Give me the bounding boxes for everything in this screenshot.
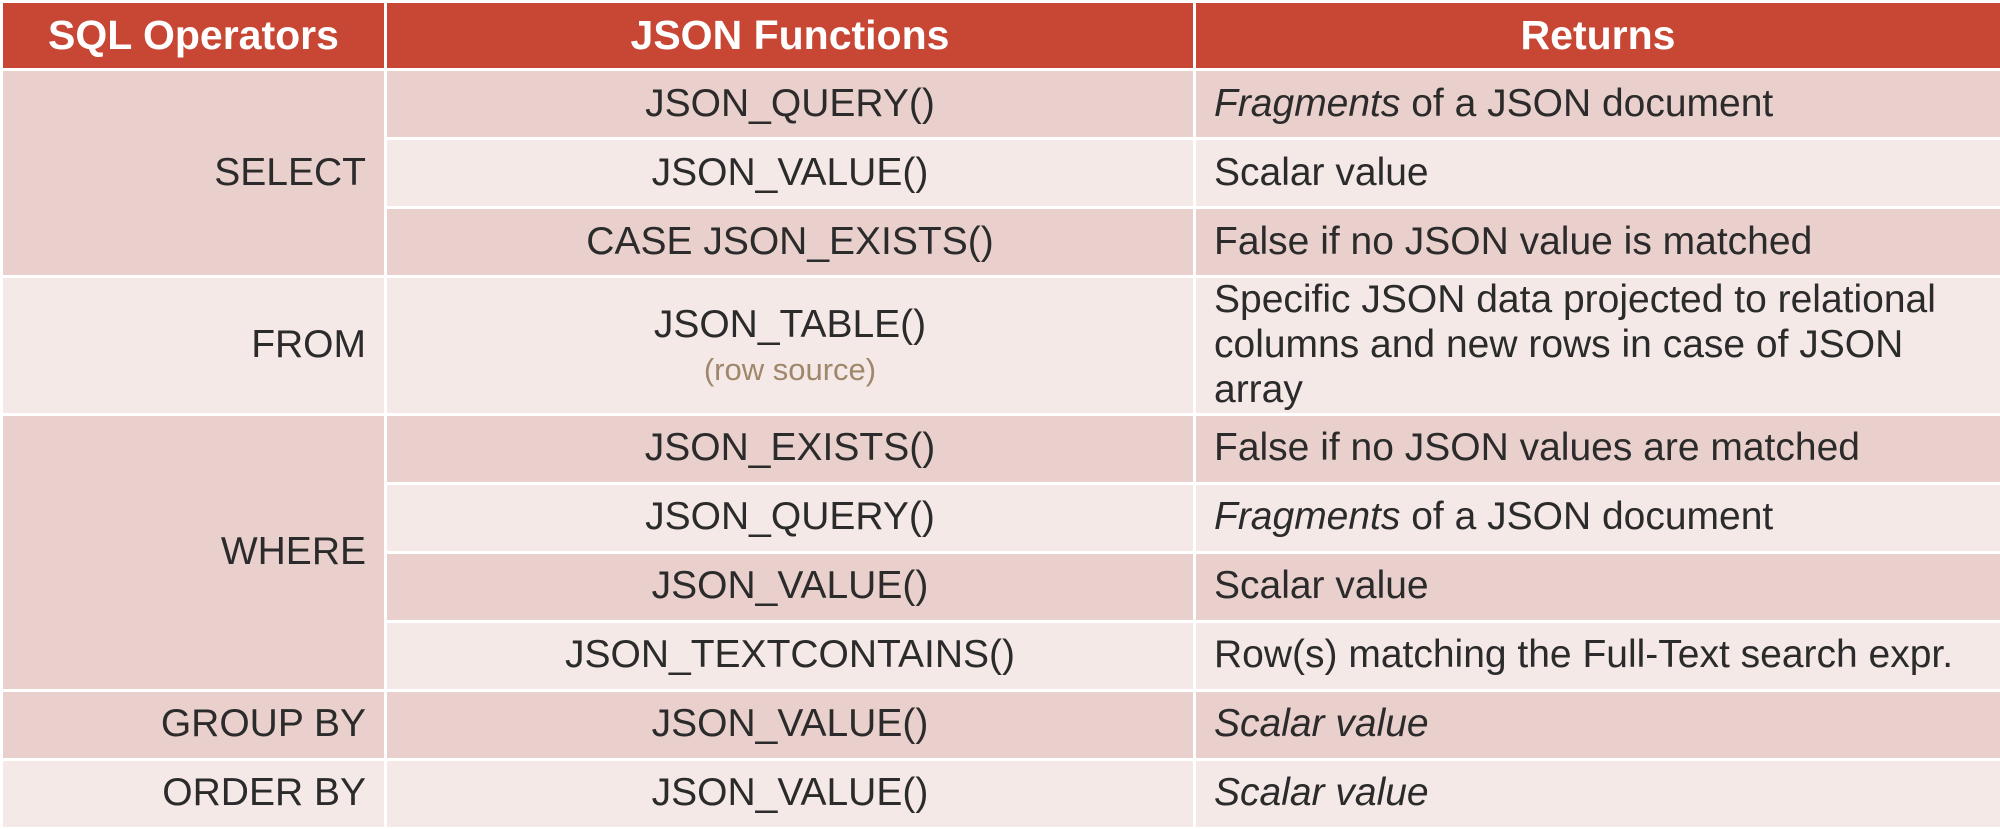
function-cell: JSON_QUERY(): [386, 70, 1195, 139]
function-cell: JSON_EXISTS(): [386, 414, 1195, 483]
returns-cell: Scalar value: [1195, 759, 2000, 828]
header-sql-operators: SQL Operators: [2, 2, 386, 70]
returns-cell: False if no JSON value is matched: [1195, 208, 2000, 277]
table-row: WHERE JSON_EXISTS() False if no JSON val…: [2, 414, 2000, 483]
function-cell: CASE JSON_EXISTS(): [386, 208, 1195, 277]
returns-cell: Scalar value: [1195, 690, 2000, 759]
returns-cell: Row(s) matching the Full-Text search exp…: [1195, 621, 2000, 690]
table-row: GROUP BY JSON_VALUE() Scalar value: [2, 690, 2000, 759]
function-cell: JSON_QUERY(): [386, 483, 1195, 552]
function-cell: JSON_TEXTCONTAINS(): [386, 621, 1195, 690]
header-returns: Returns: [1195, 2, 2000, 70]
operator-from: FROM: [2, 277, 386, 415]
operator-order-by: ORDER BY: [2, 759, 386, 828]
returns-emphasis: Fragments: [1214, 495, 1400, 538]
function-cell: JSON_VALUE(): [386, 139, 1195, 208]
table-row: ORDER BY JSON_VALUE() Scalar value: [2, 759, 2000, 828]
returns-cell: Fragments of a JSON document: [1195, 70, 2000, 139]
returns-cell: Fragments of a JSON document: [1195, 483, 2000, 552]
function-name: JSON_TABLE(): [654, 303, 926, 346]
header-row: SQL Operators JSON Functions Returns: [2, 2, 2000, 70]
returns-cell: False if no JSON values are matched: [1195, 414, 2000, 483]
function-cell: JSON_TABLE() (row source): [386, 277, 1195, 415]
returns-text: of a JSON document: [1400, 495, 1773, 538]
returns-text: of a JSON document: [1400, 82, 1773, 125]
returns-cell: Scalar value: [1195, 139, 2000, 208]
header-json-functions: JSON Functions: [386, 2, 1195, 70]
table-row: FROM JSON_TABLE() (row source) Specific …: [2, 277, 2000, 415]
returns-cell: Scalar value: [1195, 552, 2000, 621]
operator-group-by: GROUP BY: [2, 690, 386, 759]
table-row: SELECT JSON_QUERY() Fragments of a JSON …: [2, 70, 2000, 139]
returns-emphasis: Fragments: [1214, 82, 1400, 125]
operator-select: SELECT: [2, 70, 386, 277]
function-note: (row source): [405, 352, 1175, 388]
function-cell: JSON_VALUE(): [386, 690, 1195, 759]
function-cell: JSON_VALUE(): [386, 552, 1195, 621]
returns-cell: Specific JSON data projected to relation…: [1195, 277, 2000, 415]
function-cell: JSON_VALUE(): [386, 759, 1195, 828]
operator-where: WHERE: [2, 414, 386, 690]
